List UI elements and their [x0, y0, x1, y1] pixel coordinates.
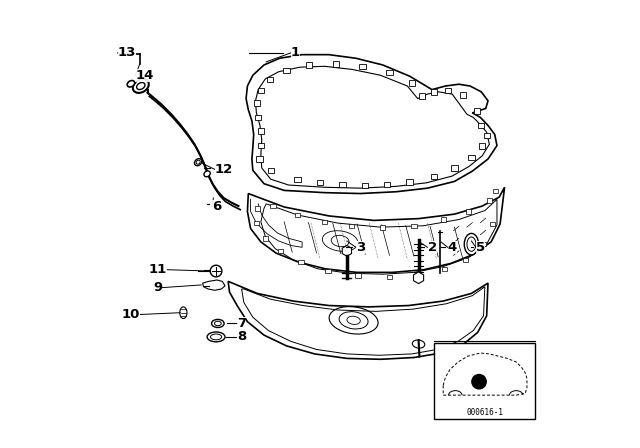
- Bar: [460, 92, 467, 98]
- Text: 13: 13: [118, 46, 136, 60]
- Bar: [479, 143, 485, 149]
- Polygon shape: [413, 272, 424, 284]
- Text: 9: 9: [153, 281, 163, 294]
- Bar: [306, 62, 312, 68]
- Bar: [416, 273, 421, 278]
- Ellipse shape: [212, 319, 224, 327]
- Polygon shape: [228, 281, 488, 359]
- Text: 8: 8: [237, 330, 246, 344]
- Bar: [412, 224, 417, 228]
- Bar: [257, 156, 262, 162]
- Bar: [384, 182, 390, 187]
- Ellipse shape: [412, 340, 425, 348]
- Bar: [298, 260, 304, 264]
- Bar: [419, 93, 425, 99]
- Bar: [478, 123, 484, 128]
- Ellipse shape: [207, 332, 225, 342]
- Bar: [295, 213, 300, 217]
- Polygon shape: [246, 55, 497, 194]
- Bar: [270, 204, 276, 208]
- Bar: [262, 236, 268, 241]
- Ellipse shape: [464, 233, 479, 255]
- Bar: [387, 70, 392, 75]
- Ellipse shape: [132, 79, 149, 93]
- Bar: [474, 108, 480, 114]
- Text: 11: 11: [148, 263, 167, 276]
- Polygon shape: [203, 280, 225, 290]
- Circle shape: [472, 375, 486, 389]
- Bar: [254, 100, 260, 106]
- Text: 6: 6: [212, 199, 221, 213]
- Bar: [380, 225, 385, 230]
- Bar: [333, 61, 339, 67]
- Bar: [445, 88, 451, 93]
- Bar: [284, 68, 289, 73]
- Bar: [322, 220, 327, 224]
- Bar: [317, 180, 323, 185]
- Ellipse shape: [127, 81, 135, 87]
- Polygon shape: [342, 246, 351, 256]
- Polygon shape: [248, 187, 504, 272]
- Bar: [362, 183, 368, 188]
- Bar: [490, 222, 495, 226]
- Text: 1: 1: [291, 46, 300, 60]
- Bar: [451, 165, 458, 171]
- Bar: [481, 242, 486, 246]
- Bar: [387, 275, 392, 279]
- Bar: [294, 177, 301, 182]
- Text: 7: 7: [237, 317, 246, 330]
- Bar: [463, 258, 468, 262]
- Bar: [435, 343, 535, 419]
- Bar: [255, 115, 261, 120]
- Bar: [493, 189, 499, 193]
- Text: 3: 3: [356, 241, 365, 254]
- Bar: [258, 143, 264, 148]
- Bar: [268, 168, 274, 173]
- Bar: [440, 217, 446, 222]
- Bar: [253, 221, 259, 225]
- Circle shape: [210, 265, 222, 277]
- Bar: [409, 80, 415, 86]
- Bar: [486, 198, 492, 203]
- Bar: [442, 267, 447, 271]
- Bar: [349, 224, 354, 228]
- Ellipse shape: [180, 307, 187, 319]
- Text: 2: 2: [428, 241, 436, 254]
- Text: 5: 5: [476, 241, 485, 254]
- Bar: [431, 174, 437, 179]
- Text: 14: 14: [136, 69, 154, 82]
- Bar: [466, 209, 472, 214]
- Bar: [267, 77, 273, 82]
- Bar: [360, 64, 365, 69]
- Text: 12: 12: [215, 163, 233, 176]
- Bar: [339, 182, 346, 187]
- Bar: [468, 155, 475, 160]
- Bar: [325, 269, 331, 273]
- Text: 10: 10: [122, 308, 140, 321]
- Bar: [278, 249, 284, 253]
- Text: 4: 4: [448, 241, 457, 254]
- Bar: [431, 89, 437, 95]
- Bar: [255, 206, 260, 211]
- Bar: [484, 133, 490, 138]
- Ellipse shape: [195, 159, 202, 166]
- Bar: [258, 128, 264, 134]
- Text: 000616-1: 000616-1: [467, 408, 504, 417]
- Ellipse shape: [204, 171, 211, 177]
- Bar: [258, 88, 264, 93]
- Bar: [355, 273, 361, 278]
- Bar: [406, 179, 413, 185]
